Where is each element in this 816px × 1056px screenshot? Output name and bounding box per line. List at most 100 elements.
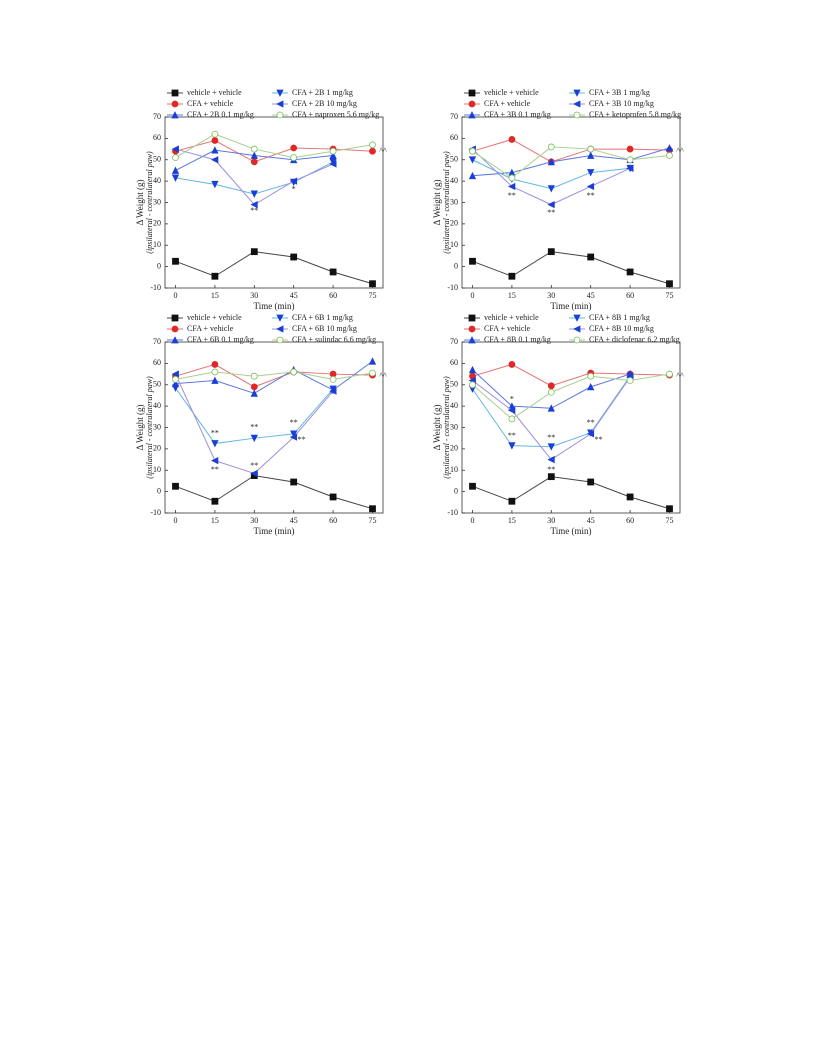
marker (250, 372, 258, 380)
marker (250, 389, 258, 397)
marker (369, 369, 376, 377)
legend-label: vehicle + vehicle (484, 313, 539, 322)
marker (211, 180, 219, 189)
marker (547, 157, 555, 166)
y-tick-label: 40 (450, 176, 458, 185)
legend-marker (468, 111, 476, 119)
marker (369, 141, 376, 149)
marker (468, 156, 477, 164)
marker (587, 253, 595, 261)
y-tick-label: 60 (153, 358, 161, 367)
marker (250, 145, 258, 153)
series-line (175, 161, 334, 195)
legend-label: CFA + 2B 0.1 mg/kg (187, 110, 254, 119)
legend-marker (276, 111, 284, 119)
annotation: ^^ (676, 146, 684, 155)
x-tick-label: 30 (547, 516, 555, 525)
marker (290, 368, 298, 376)
marker (211, 376, 219, 384)
legend-marker (171, 111, 179, 119)
marker (329, 493, 337, 501)
x-tick-label: 45 (290, 291, 298, 300)
y-tick-label: 60 (450, 358, 458, 367)
x-tick-label: 0 (174, 516, 178, 525)
y-tick-label: 70 (450, 337, 458, 346)
marker (547, 382, 555, 390)
legend-marker (276, 100, 284, 108)
y-tick-label: 10 (153, 465, 161, 474)
x-axis-label: Time (min) (254, 526, 295, 536)
y-tick-label: -10 (447, 508, 458, 517)
marker (666, 280, 673, 288)
legend-label: CFA + 3B 10 mg/kg (589, 99, 654, 108)
marker (211, 456, 219, 465)
x-tick-label: 60 (626, 291, 634, 300)
legend-label: CFA + vehicle (187, 99, 234, 108)
legend-marker (468, 89, 476, 97)
y-tick-label: 20 (450, 444, 458, 453)
legend-label: vehicle + vehicle (187, 313, 242, 322)
marker (369, 147, 376, 155)
x-tick-label: 75 (665, 291, 673, 300)
series-line (175, 475, 373, 510)
marker (547, 473, 555, 481)
legend-marker (171, 325, 179, 333)
y-tick-label: 50 (450, 155, 458, 164)
series-line (175, 360, 373, 394)
marker (369, 505, 376, 513)
legend-label: CFA + 8B 1 mg/kg (589, 313, 650, 322)
marker (469, 482, 476, 490)
legend-label: CFA + 6B 1 mg/kg (292, 313, 353, 322)
y-tick-label: 40 (153, 176, 161, 185)
series-line (472, 251, 670, 285)
x-tick-label: 30 (250, 291, 258, 300)
legend-marker (276, 89, 284, 97)
marker (171, 166, 180, 174)
series-line (472, 146, 670, 179)
x-tick-label: 15 (211, 291, 219, 300)
series-line (175, 251, 373, 285)
annotation: ^^ (676, 371, 684, 380)
marker (587, 145, 595, 153)
y-tick-label: 30 (450, 197, 458, 206)
legend-label: CFA + vehicle (484, 324, 531, 333)
marker (250, 383, 258, 391)
y-tick-label: 30 (450, 422, 458, 431)
x-axis-label: Time (min) (254, 301, 295, 311)
y-axis-sublabel: (ipsilateral - contralateral paw) (442, 376, 451, 479)
x-tick-label: 15 (508, 291, 516, 300)
y-tick-label: 10 (153, 240, 161, 249)
marker (250, 469, 258, 478)
annotation: ** (508, 431, 516, 440)
legend-label: CFA + vehicle (187, 324, 234, 333)
annotation: * (510, 395, 514, 404)
legend-label: CFA + 2B 1 mg/kg (292, 88, 353, 97)
marker (211, 146, 219, 154)
legend-marker (171, 89, 179, 97)
legend-label: CFA + 3B 0.1 mg/kg (484, 110, 551, 119)
y-tick-label: 60 (153, 133, 161, 142)
marker (369, 280, 376, 288)
legend-marker (468, 325, 476, 333)
marker (329, 147, 337, 155)
marker (508, 174, 516, 182)
legend-label: CFA + 2B 10 mg/kg (292, 99, 357, 108)
y-axis-label: Δ Weight (g) (135, 179, 145, 225)
legend-marker (468, 336, 476, 344)
marker (626, 145, 634, 153)
annotation: ** (250, 461, 258, 470)
x-tick-label: 0 (471, 291, 475, 300)
marker (666, 370, 673, 378)
y-tick-label: 70 (153, 112, 161, 121)
legend-label: CFA + vehicle (484, 99, 531, 108)
marker (626, 156, 634, 164)
marker (547, 404, 555, 412)
marker (468, 171, 477, 180)
series-line (472, 138, 670, 163)
x-tick-label: 0 (471, 516, 475, 525)
plot-frame (461, 116, 681, 289)
y-axis-sublabel: (ipsilateral - contralateral paw) (442, 151, 451, 254)
marker (211, 440, 219, 448)
marker (290, 430, 298, 438)
